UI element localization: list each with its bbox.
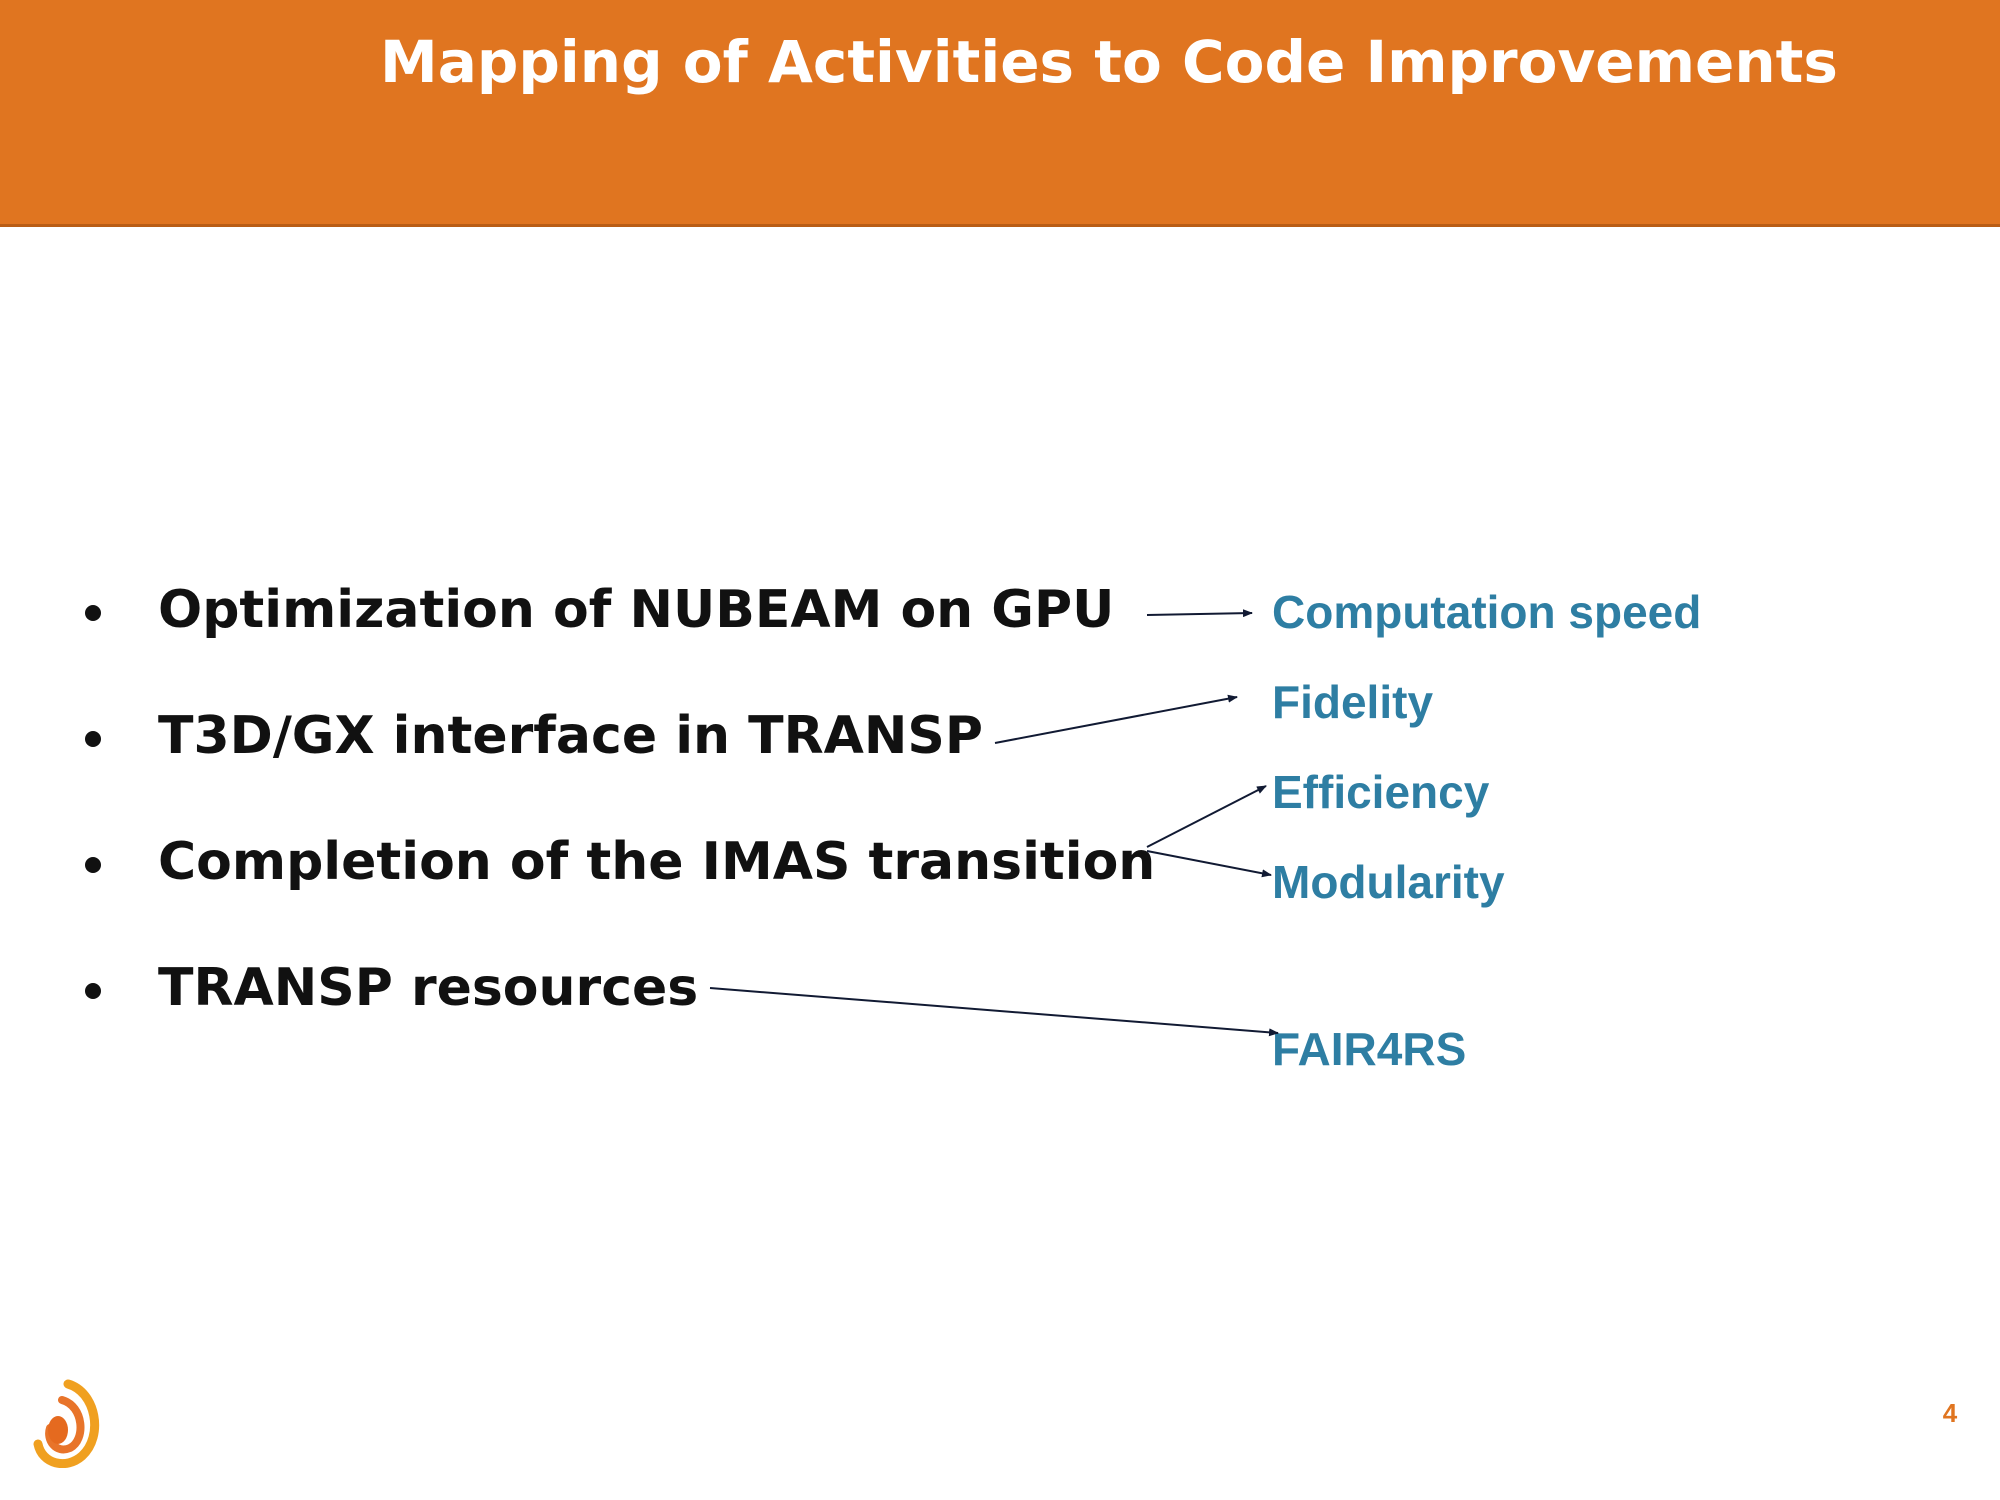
improvement-label: Computation speed xyxy=(1272,586,1702,638)
arrow-nubeam-to-speed xyxy=(1146,609,1253,618)
activity-label: Completion of the IMAS transition xyxy=(158,832,1156,892)
page-number: 4 xyxy=(1942,1398,1958,1428)
activity-label: Optimization of NUBEAM on GPU xyxy=(158,580,1115,640)
improvement-label: Fidelity xyxy=(1272,676,1434,728)
activity-item: Completion of the IMAS transition xyxy=(80,827,1155,897)
arrow-imas-to-efficiency xyxy=(1146,785,1267,848)
slide-title: Mapping of Activities to Code Improvemen… xyxy=(380,28,1838,96)
spiral-logo-icon xyxy=(33,1379,100,1468)
activity-item: Optimization of NUBEAM on GPU xyxy=(80,575,1114,645)
activity-item: T3D/GX interface in TRANSP xyxy=(80,701,983,771)
header-bar: Mapping of Activities to Code Improvemen… xyxy=(0,0,2000,227)
activity-label: T3D/GX interface in TRANSP xyxy=(158,706,983,766)
arrow-t3d-to-fidelity xyxy=(994,694,1238,744)
activity-item: TRANSP resources xyxy=(80,953,698,1023)
improvement-label: Modularity xyxy=(1272,856,1505,908)
arrow-resources-to-fair4rs xyxy=(709,987,1279,1037)
activity-label: TRANSP resources xyxy=(158,958,699,1018)
improvement-label: FAIR4RS xyxy=(1272,1023,1467,1075)
arrow-imas-to-modularity xyxy=(1146,850,1272,878)
improvement-label: Efficiency xyxy=(1272,766,1490,818)
